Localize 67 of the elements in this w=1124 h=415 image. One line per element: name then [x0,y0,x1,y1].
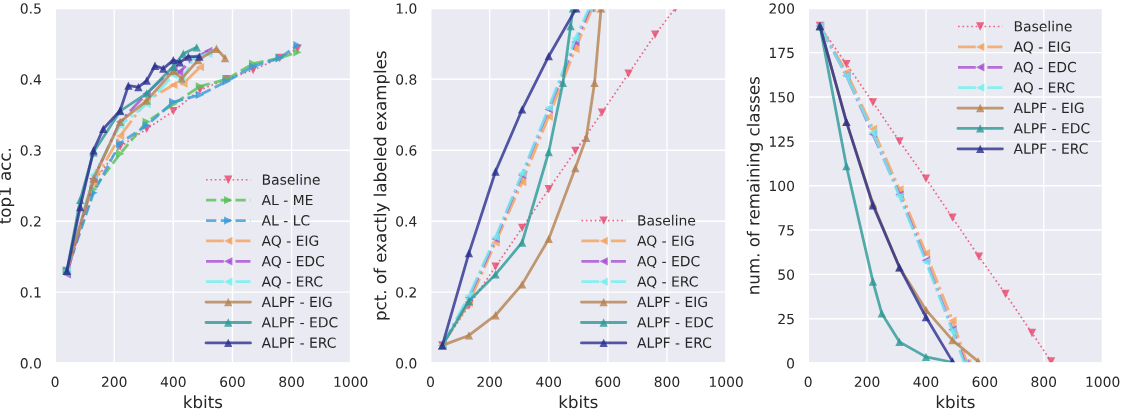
y-tick-label: 0.5 [20,3,41,14]
legend-label: AQ - EDC [637,255,700,268]
y-tick-label: 0.0 [396,358,417,369]
y-tick-label: 125 [769,136,794,147]
x-tick-label: 600 [972,376,998,388]
x-tick-label: 600 [220,376,245,388]
y-tick-label: 200 [769,3,795,14]
legend-label: ALPF - ERC [637,337,712,348]
legend-label: ALPF - EIG [1013,102,1084,114]
y-tick-label: 150 [769,91,795,103]
y-tick-label: 175 [769,47,794,59]
legend-label: AQ - ERC [1013,82,1075,95]
y-tick-label: 0.2 [396,287,416,298]
legend-label: ALPF - EDC [637,317,713,328]
y-tick-label: 0.0 [20,358,41,369]
x-axis-title: kbits [559,395,598,409]
legend-label: AQ - EDC [261,255,325,268]
y-axis-title: pct. of exactly labeled examples [373,51,390,320]
y-tick-label: 0 [787,358,795,369]
legend-label: AQ - EIG [637,235,694,248]
legend-label: Baseline [262,174,320,185]
legend-label: ALPF - EIG [261,296,332,308]
x-tick-label: 1000 [334,376,368,388]
y-tick-label: 0.3 [20,145,41,156]
legend-label: ALPF - ERC [1013,143,1088,154]
legend-label: Baseline [1014,20,1072,32]
x-tick-label: 200 [854,376,880,388]
y-tick-label: 0.2 [20,216,41,227]
y-tick-label: 0.8 [396,74,417,85]
x-tick-label: 200 [477,376,502,388]
legend-label: ALPF - EDC [1013,122,1090,134]
y-tick-label: 75 [778,225,794,236]
legend-label: AQ - ERC [261,276,323,289]
y-tick-label: 50 [778,269,795,280]
y-tick-label: 0.6 [396,145,417,156]
legend-label: ALPF - EIG [637,296,707,308]
legend-label: AL - ME [261,194,313,206]
legend-label: ALPF - ERC [261,337,336,348]
x-tick-label: 800 [279,376,304,388]
legend-label: AQ - EDC [1013,61,1076,74]
x-tick-label: 400 [536,376,562,388]
x-axis-title: kbits [936,395,975,409]
x-tick-label: 0 [426,376,434,388]
legend-label: AQ - EIG [1013,41,1071,54]
x-tick-label: 400 [913,376,939,388]
legend-label: AQ - EIG [261,235,319,248]
x-tick-label: 800 [654,376,680,388]
legend-label: Baseline [638,214,696,226]
x-tick-label: 200 [101,376,127,388]
y-tick-label: 25 [778,313,794,325]
y-axis-title: num. of remaining classes [746,76,763,294]
x-axis-title: kbits [184,395,223,409]
legend-label: AQ - ERC [637,276,698,289]
y-tick-label: 0.1 [20,287,41,298]
x-tick-label: 1000 [1086,376,1120,388]
y-tick-label: 1.0 [396,3,417,14]
x-tick-label: 800 [1031,376,1057,388]
x-tick-label: 0 [804,376,812,388]
y-tick-label: 0.4 [396,216,417,227]
x-tick-label: 1000 [709,376,743,388]
y-tick-label: 0.4 [20,74,42,85]
x-tick-label: 0 [51,376,59,388]
y-tick-label: 100 [769,180,795,192]
x-tick-label: 600 [595,376,621,388]
x-tick-label: 400 [160,376,186,388]
legend-label: ALPF - EDC [261,317,338,328]
legend-label: AL - LC [261,215,310,226]
